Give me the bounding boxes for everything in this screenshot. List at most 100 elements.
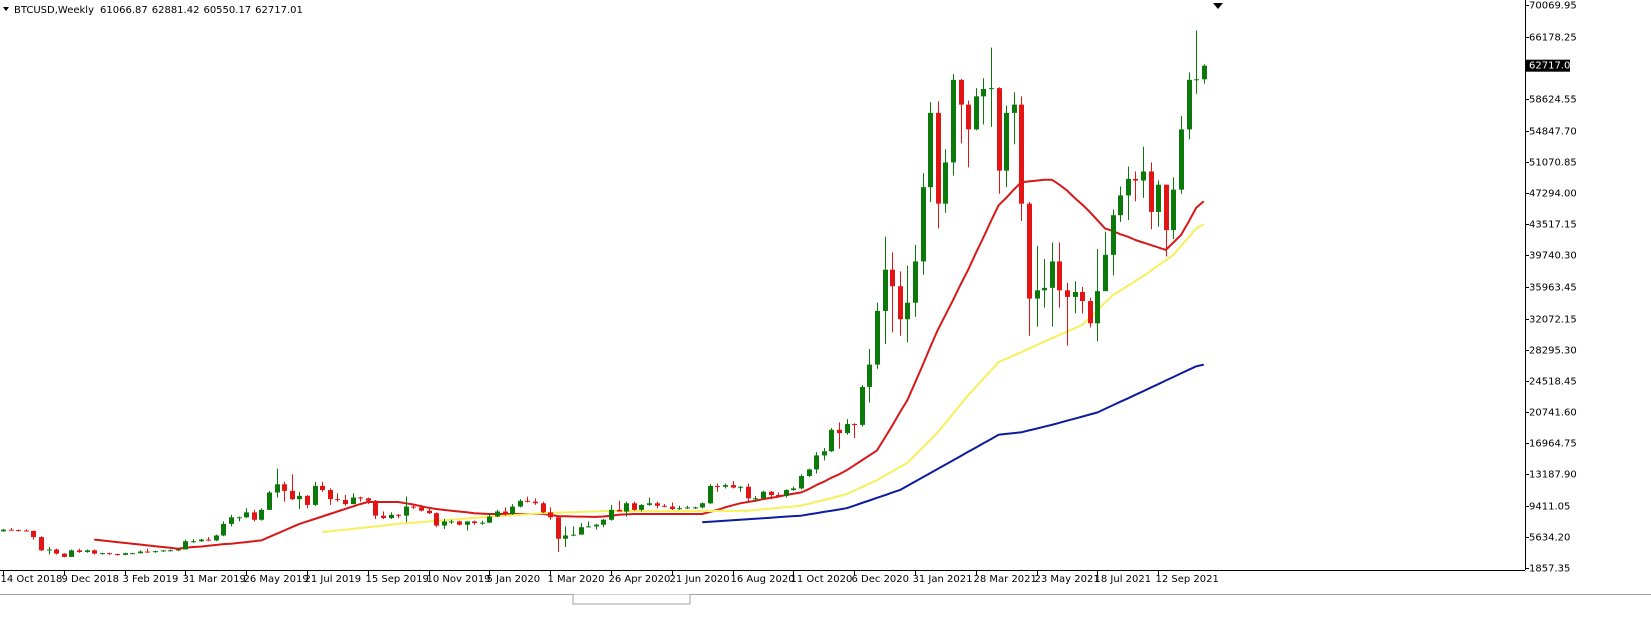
y-tick-label: 66178.25: [1529, 33, 1577, 44]
header-low: 60550.17: [203, 5, 251, 16]
candle-body: [214, 535, 219, 541]
chart-header: BTCUSD,Weekly 61066.87 62881.42 60550.17 627…: [14, 5, 303, 16]
candle-body: [1171, 189, 1176, 231]
candle-body: [959, 79, 964, 105]
candle-body: [161, 550, 166, 552]
candle-body: [601, 519, 606, 525]
candle-body: [1027, 203, 1032, 299]
chart-tab[interactable]: [572, 594, 691, 605]
candle-body: [1194, 79, 1199, 81]
candle-body: [913, 261, 918, 303]
candle-body: [297, 495, 302, 500]
x-tick-label: 31 Mar 2019: [183, 574, 246, 585]
candle-body: [427, 510, 432, 514]
moving-average-line: [702, 363, 1205, 524]
candle-body: [1035, 290, 1040, 299]
candle-body: [776, 495, 781, 497]
candle-body: [259, 509, 264, 520]
candle-body: [791, 488, 796, 491]
x-tick-label: 11 Oct 2020: [791, 574, 853, 585]
candle-body: [753, 498, 758, 500]
candle-body: [320, 485, 325, 491]
candle-body: [579, 527, 584, 535]
candle-body: [229, 517, 234, 524]
candle-body: [335, 499, 340, 501]
candle-body: [1073, 291, 1078, 297]
y-tick-label: 9411.05: [1529, 502, 1570, 513]
candle-body: [123, 553, 128, 555]
y-tick-label: 28295.30: [1529, 346, 1577, 357]
candle-body: [31, 530, 36, 538]
candle-body: [244, 512, 249, 518]
candle-body: [39, 537, 44, 551]
candle-body: [495, 511, 500, 517]
candle-body: [115, 554, 120, 556]
candle-body: [343, 499, 348, 505]
y-tick-label: 47294.00: [1529, 189, 1577, 200]
candle-body: [852, 424, 857, 426]
candle-body: [328, 490, 333, 500]
candle-body: [1050, 261, 1055, 288]
x-tick-label: 18 Jul 2021: [1095, 574, 1152, 585]
header-close: 62717.01: [255, 5, 303, 16]
candle-body: [54, 549, 59, 554]
candle-body: [62, 553, 67, 557]
y-tick-label: 16964.75: [1529, 439, 1577, 450]
candle-body: [533, 501, 538, 504]
candle-body: [252, 512, 257, 520]
y-tick-label: 43517.15: [1529, 220, 1577, 231]
header-menu-arrow[interactable]: [3, 7, 9, 11]
candle-body: [176, 549, 181, 551]
candle-body: [541, 503, 546, 513]
candle-body: [738, 486, 743, 488]
candle-body: [905, 302, 910, 320]
candle-body: [449, 521, 454, 523]
candle-body: [351, 497, 356, 505]
x-tick-label: 14 Oct 2018: [1, 574, 63, 585]
candle-body: [1149, 171, 1154, 212]
candle-body: [845, 424, 850, 434]
y-tick-label: 5634.20: [1529, 533, 1570, 544]
header-open: 61066.87: [100, 5, 148, 16]
candle-body: [191, 541, 196, 543]
candle-body: [784, 490, 789, 496]
candle-body: [183, 541, 188, 550]
moving-average-line: [322, 223, 1205, 534]
candle-body: [199, 539, 204, 542]
candle-body: [267, 492, 272, 510]
candle-body: [655, 503, 660, 506]
candle-body: [130, 553, 135, 555]
candle-body: [761, 491, 766, 499]
x-tick-label: 9 Dec 2018: [62, 574, 120, 585]
candle-body: [404, 506, 409, 516]
candle-body: [875, 310, 880, 365]
x-tick-label: 3 Feb 2019: [123, 574, 179, 585]
candle-body: [1057, 261, 1062, 291]
candle-body: [107, 553, 112, 555]
candle-body: [617, 509, 622, 512]
moving-average-line: [94, 178, 1205, 550]
chart-shift-marker[interactable]: [1213, 3, 1223, 9]
candle-body: [472, 521, 477, 524]
candle-body: [951, 79, 956, 163]
candle-body: [1156, 184, 1161, 212]
y-tick-label: 13187.90: [1529, 470, 1577, 481]
candle-body: [997, 88, 1002, 171]
candle-body: [1103, 254, 1108, 292]
candle-body: [92, 550, 97, 554]
candle-body: [639, 504, 644, 510]
candle-body: [693, 507, 698, 509]
candle-body: [1202, 65, 1207, 80]
candle-body: [632, 503, 637, 510]
candle-body: [662, 505, 667, 507]
candle-body: [1095, 291, 1100, 324]
y-tick-label: 39740.30: [1529, 251, 1577, 262]
candle-body: [1042, 287, 1047, 291]
candle-body: [282, 484, 287, 491]
candle-body: [69, 550, 74, 557]
candle-body: [389, 514, 394, 519]
candle-body: [518, 500, 523, 507]
